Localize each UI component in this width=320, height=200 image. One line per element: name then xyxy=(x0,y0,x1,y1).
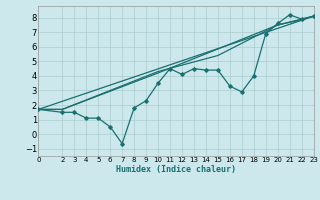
X-axis label: Humidex (Indice chaleur): Humidex (Indice chaleur) xyxy=(116,165,236,174)
